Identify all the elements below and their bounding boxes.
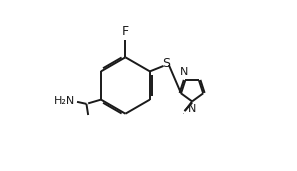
Text: S: S bbox=[162, 57, 170, 70]
Text: H₂N: H₂N bbox=[53, 96, 75, 106]
Text: F: F bbox=[122, 25, 129, 38]
Text: N: N bbox=[180, 67, 189, 77]
Text: N: N bbox=[188, 104, 196, 114]
Text: N: N bbox=[183, 113, 184, 114]
